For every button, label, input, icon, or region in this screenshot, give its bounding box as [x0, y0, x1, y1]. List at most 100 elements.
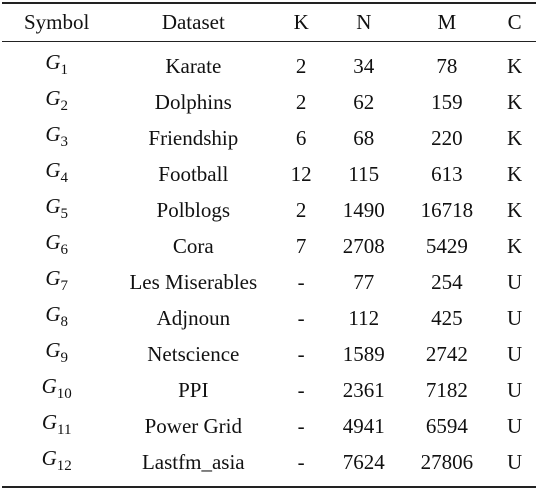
symbol-subscript: 11: [57, 421, 72, 438]
cell-c: K: [506, 53, 523, 78]
symbol-subscript: 6: [60, 241, 69, 258]
cell-m: 27806: [420, 449, 474, 474]
cell-dataset: Karate: [165, 53, 222, 78]
symbol-letter: G: [45, 229, 61, 254]
cell-symbol: G2: [2, 84, 111, 120]
header-c: C: [507, 10, 522, 35]
cell-dataset: Cora: [172, 233, 214, 258]
cell-m: 2742: [425, 341, 468, 366]
cell-m: 16718: [420, 197, 474, 222]
symbol-subscript: 3: [60, 133, 69, 150]
header-symbol: Symbol: [23, 10, 90, 35]
cell-c: U: [506, 269, 523, 294]
cell-n: 2708: [342, 233, 385, 258]
cell-dataset: Lastfm_asia: [141, 449, 245, 474]
symbol-letter: G: [45, 265, 61, 290]
cell-symbol: G9: [2, 336, 111, 372]
symbol-letter: G: [45, 157, 61, 182]
cell-m: 613: [431, 161, 463, 186]
cell-k: 2: [295, 53, 307, 78]
header-k: K: [293, 10, 309, 35]
cell-c: K: [506, 161, 523, 186]
cell-n: 1589: [342, 341, 385, 366]
cell-symbol: G12: [2, 444, 111, 487]
cell-c: U: [506, 449, 523, 474]
symbol-subscript: 2: [60, 97, 69, 114]
cell-dataset: Power Grid: [144, 413, 243, 438]
symbol-letter: G: [41, 373, 57, 398]
cell-symbol: G7: [2, 264, 111, 300]
symbol-subscript: 8: [60, 313, 69, 330]
symbol-subscript: 5: [60, 205, 69, 222]
cell-dataset: Dolphins: [154, 89, 232, 114]
cell-k: 6: [295, 125, 307, 150]
cell-k: 7: [295, 233, 307, 258]
symbol-subscript: 7: [60, 277, 69, 294]
symbol-letter: G: [41, 445, 57, 470]
cell-n: 68: [353, 125, 375, 150]
dataset-table-container: Symbol Dataset K N M C G1 Karate 2 34 78…: [2, 3, 536, 487]
table-row: G11 Power Grid - 4941 6594 U: [2, 408, 536, 444]
cell-symbol: G1: [2, 41, 111, 84]
cell-symbol: G8: [2, 300, 111, 336]
cell-n: 115: [348, 161, 380, 186]
cell-n: 1490: [342, 197, 385, 222]
symbol-subscript: 10: [56, 385, 72, 402]
symbol-subscript: 9: [60, 349, 69, 366]
table-row: G1 Karate 2 34 78 K: [2, 41, 536, 84]
cell-k: -: [297, 413, 305, 438]
cell-c: U: [506, 305, 523, 330]
symbol-letter: G: [45, 121, 61, 146]
cell-dataset: Polblogs: [156, 197, 231, 222]
table-row: G10 PPI - 2361 7182 U: [2, 372, 536, 408]
cell-c: K: [506, 89, 523, 114]
cell-n: 34: [353, 53, 375, 78]
symbol-letter: G: [45, 193, 61, 218]
table-row: G4 Football 12 115 613 K: [2, 156, 536, 192]
table-row: G7 Les Miserables - 77 254 U: [2, 264, 536, 300]
cell-symbol: G11: [2, 408, 111, 444]
symbol-letter: G: [45, 49, 61, 74]
cell-c: U: [506, 413, 523, 438]
cell-c: K: [506, 125, 523, 150]
cell-k: 2: [295, 89, 307, 114]
symbol-letter: G: [45, 301, 61, 326]
table-row: G3 Friendship 6 68 220 K: [2, 120, 536, 156]
table-row: G12 Lastfm_asia - 7624 27806 U: [2, 444, 536, 487]
table-row: G9 Netscience - 1589 2742 U: [2, 336, 536, 372]
cell-dataset: Friendship: [148, 125, 239, 150]
cell-m: 5429: [425, 233, 468, 258]
cell-symbol: G6: [2, 228, 111, 264]
cell-dataset: PPI: [178, 377, 209, 402]
cell-m: 425: [431, 305, 463, 330]
cell-k: -: [297, 341, 305, 366]
cell-n: 77: [353, 269, 375, 294]
cell-symbol: G3: [2, 120, 111, 156]
cell-c: K: [506, 233, 523, 258]
header-row: Symbol Dataset K N M C: [2, 3, 536, 41]
table-row: G5 Polblogs 2 1490 16718 K: [2, 192, 536, 228]
header-m: M: [437, 10, 457, 35]
cell-dataset: Adjnoun: [156, 305, 231, 330]
cell-symbol: G5: [2, 192, 111, 228]
cell-c: K: [506, 197, 523, 222]
cell-c: U: [506, 377, 523, 402]
cell-k: -: [297, 269, 305, 294]
cell-m: 6594: [425, 413, 468, 438]
cell-n: 2361: [342, 377, 385, 402]
cell-symbol: G4: [2, 156, 111, 192]
cell-dataset: Les Miserables: [129, 269, 258, 294]
cell-dataset: Netscience: [147, 341, 240, 366]
symbol-letter: G: [45, 85, 61, 110]
header-dataset: Dataset: [161, 10, 225, 35]
cell-n: 4941: [342, 413, 385, 438]
cell-m: 220: [431, 125, 463, 150]
cell-n: 7624: [342, 449, 385, 474]
table-body: G1 Karate 2 34 78 K G2 Dolphins 2 62 159…: [2, 41, 536, 487]
table-row: G2 Dolphins 2 62 159 K: [2, 84, 536, 120]
table-row: G6 Cora 7 2708 5429 K: [2, 228, 536, 264]
cell-n: 112: [348, 305, 380, 330]
cell-symbol: G10: [2, 372, 111, 408]
cell-c: U: [506, 341, 523, 366]
cell-k: -: [297, 377, 305, 402]
